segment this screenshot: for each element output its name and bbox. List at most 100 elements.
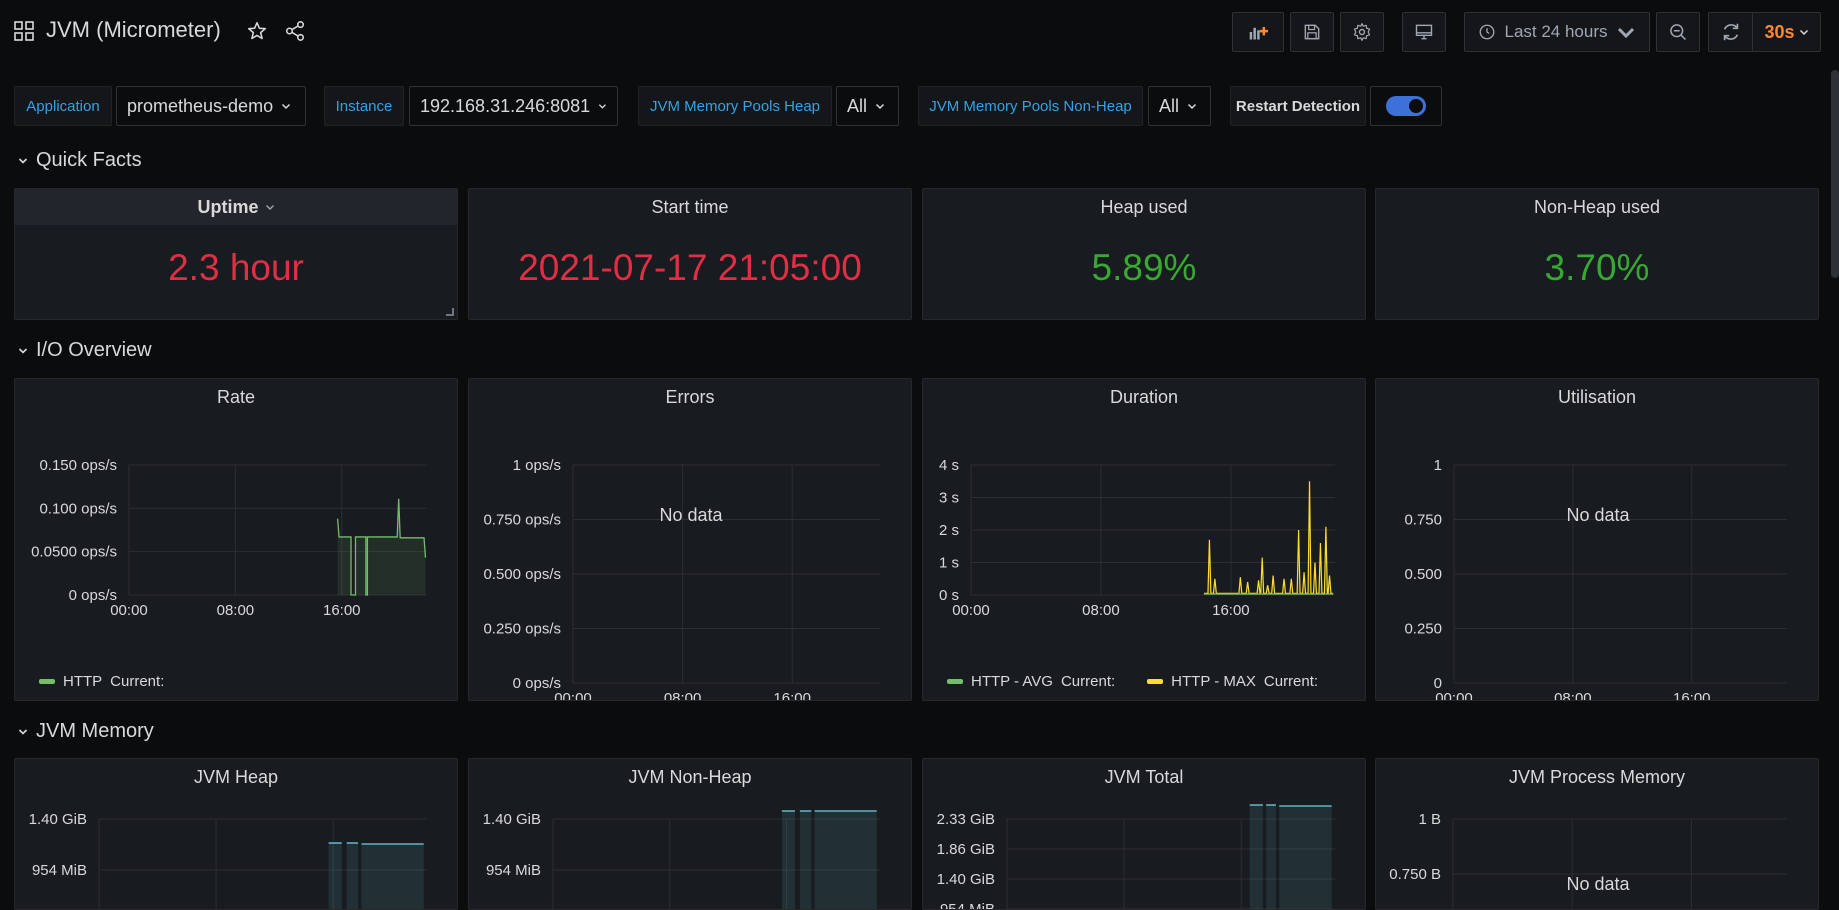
variable-label-nonheap-pools: JVM Memory Pools Non-Heap (918, 86, 1143, 126)
stat-panel[interactable]: Heap used 5.89% (922, 188, 1366, 320)
panel-jvm-heap[interactable]: JVM Heap 1.40 GiB 954 MiB (14, 758, 458, 910)
y-tick-label: 0.750 B (1389, 866, 1441, 883)
refresh-interval-dropdown[interactable]: 30s (1753, 13, 1820, 51)
variable-select-heap-pools[interactable]: All (836, 86, 899, 126)
legend-series-name[interactable]: HTTP - MAX (1171, 673, 1256, 690)
series-line-http[interactable] (336, 498, 427, 596)
panel-title[interactable]: JVM Total (1104, 766, 1184, 787)
series-area (1266, 805, 1276, 909)
x-tick-label: 00:00 (554, 690, 592, 700)
series-line-http-max[interactable] (1203, 481, 1334, 594)
variable-select-application[interactable]: prometheus-demo (116, 86, 306, 126)
y-tick-label: 0.250 (1404, 621, 1442, 638)
share-icon[interactable] (284, 20, 306, 42)
no-data-label: No data (659, 505, 723, 525)
resize-handle[interactable] (446, 308, 454, 316)
page-scrollbar[interactable] (1831, 70, 1839, 278)
y-tick-label: 1 ops/s (513, 457, 561, 474)
panel-jvm-process-memory[interactable]: JVM Process Memory 1 B 0.750 B No data (1375, 758, 1819, 910)
variable-value-instance: 192.168.31.246:8081 (420, 95, 591, 116)
zoom-out-icon (1670, 24, 1687, 41)
row-quick-facts[interactable]: Quick Facts (18, 149, 142, 172)
jvm-heap-chart: 1.40 GiB 954 MiB (29, 811, 427, 909)
x-tick-label: 00:00 (110, 602, 148, 619)
panel-title[interactable]: JVM Process Memory (1508, 766, 1686, 787)
dashboard-settings-button[interactable] (1340, 12, 1384, 52)
errors-chart: 1 ops/s 0.750 ops/s 0.500 ops/s 0.250 ops/s… (483, 457, 880, 700)
chevron-down-icon (282, 103, 291, 110)
y-tick-label: 0 (1434, 675, 1442, 692)
y-tick-label: 954 MiB (32, 862, 87, 879)
y-tick-label: 0.150 ops/s (39, 457, 117, 474)
y-tick-label: 1 (1434, 457, 1442, 474)
y-tick-label: 2 s (939, 522, 959, 539)
x-tick-label: 08:00 (664, 690, 702, 700)
no-data-label: No data (1566, 505, 1630, 525)
variable-select-instance[interactable]: 192.168.31.246:8081 (409, 86, 618, 126)
restart-detection-switch-wrap (1370, 86, 1442, 126)
stat-panel[interactable]: Start time 2021-07-17 21:05:00 (468, 188, 912, 320)
y-tick-label: 0 s (939, 587, 959, 604)
x-tick-label: 16:00 (1212, 602, 1250, 619)
chevron-down-icon (18, 157, 28, 164)
series-area (328, 843, 342, 909)
time-range-picker[interactable]: Last 24 hours (1464, 12, 1650, 52)
x-tick-label: 00:00 (952, 602, 990, 619)
stat-panel[interactable]: Uptime 2.3 hour (14, 188, 458, 320)
panel-jvm-nonheap[interactable]: JVM Non-Heap 1.40 GiB 954 MiB (468, 758, 912, 910)
stat-panel[interactable]: Non-Heap used 3.70% (1375, 188, 1819, 320)
stat-value: 2.3 hour (168, 247, 304, 288)
variable-value-nonheap-pools: All (1159, 95, 1180, 116)
legend-series-name[interactable]: HTTP - AVG (971, 673, 1053, 690)
panel-title[interactable]: JVM Non-Heap (628, 766, 752, 787)
panel-title[interactable]: Uptime (15, 189, 457, 225)
x-tick-label: 08:00 (1554, 690, 1592, 700)
y-tick-label: 954 MiB (940, 901, 995, 910)
y-tick-label: 0.500 ops/s (483, 566, 561, 583)
panel-errors[interactable]: Errors 1 ops/s 0.750 ops/s 0.500 ops/s 0.25… (468, 378, 912, 701)
dashboard-title[interactable]: JVM (Micrometer) (46, 17, 221, 42)
row-jvm-memory[interactable]: JVM Memory (18, 720, 154, 743)
row-title-label: I/O Overview (36, 339, 152, 361)
utilisation-chart: 1 0.750 0.500 0.250 000:00 08:00 16:00 No data (1404, 457, 1787, 700)
chevron-down-icon (18, 347, 28, 354)
y-tick-label: 1 s (939, 555, 959, 572)
y-tick-label: 0.0500 ops/s (31, 544, 117, 561)
panel-title[interactable]: Non-Heap used (1376, 189, 1818, 225)
save-dashboard-button[interactable] (1290, 12, 1334, 52)
panel-title[interactable]: Utilisation (1557, 386, 1637, 407)
panel-title[interactable]: JVM Heap (193, 766, 279, 787)
variable-select-nonheap-pools[interactable]: All (1148, 86, 1211, 126)
panel-title[interactable]: Rate (216, 386, 256, 407)
panel-title-label: Non-Heap used (1533, 196, 1661, 217)
legend-swatch (947, 679, 963, 684)
variable-label-heap-pools: JVM Memory Pools Heap (638, 86, 832, 126)
y-tick-label: 3 s (939, 490, 959, 507)
panel-title[interactable]: Heap used (923, 189, 1365, 225)
panel-title-label: Start time (651, 196, 729, 217)
row-io-overview[interactable]: I/O Overview (18, 339, 152, 362)
series-area (346, 843, 359, 909)
gear-icon (1353, 23, 1371, 41)
y-tick-label: 0.750 ops/s (483, 512, 561, 529)
chevron-down-icon[interactable] (265, 202, 275, 212)
legend-series-name[interactable]: HTTP (63, 673, 103, 690)
star-icon[interactable] (246, 20, 268, 42)
legend-current: Current: (110, 673, 165, 690)
x-tick-label: 08:00 (1082, 602, 1120, 619)
zoom-out-button[interactable] (1656, 12, 1700, 52)
restart-detection-toggle[interactable] (1386, 96, 1426, 116)
panel-utilisation[interactable]: Utilisation 1 0.750 0.500 0.250 0 00:00 08:00 1… (1375, 378, 1819, 701)
y-tick-label: 2.33 GiB (937, 811, 995, 828)
cycle-view-mode-button[interactable] (1402, 12, 1446, 52)
panel-title[interactable]: Duration (1109, 386, 1179, 407)
panel-title[interactable]: Errors (665, 386, 715, 407)
refresh-button[interactable] (1709, 13, 1753, 51)
dashboards-grid-icon[interactable] (14, 21, 34, 41)
panel-jvm-total[interactable]: JVM Total 2.33 GiB 1.86 GiB 1.40 GiB 954 Mi… (922, 758, 1366, 910)
panel-rate[interactable]: Rate 0.150 ops/s 0.100 ops/s 0.0500 ops/s 0… (14, 378, 458, 701)
add-panel-button[interactable] (1232, 12, 1284, 52)
panel-title[interactable]: Start time (469, 189, 911, 225)
clock-icon (1480, 24, 1495, 40)
